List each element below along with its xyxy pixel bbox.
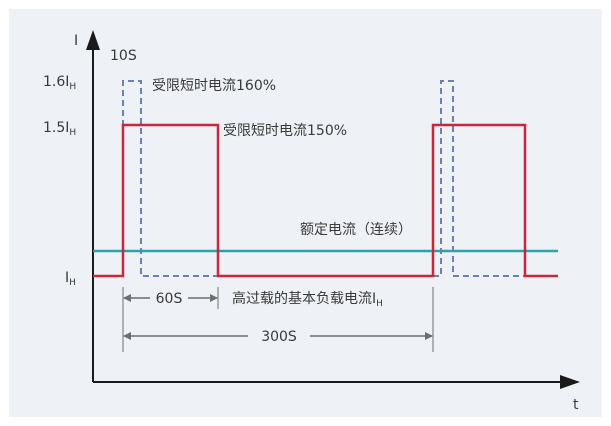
- x-axis-arrow: [560, 375, 580, 389]
- overload-150-waveform: [93, 123, 558, 278]
- base-load-text: 高过载的基本负载电流I: [232, 290, 376, 307]
- tick-label-1-6ih: 1.6IH: [43, 74, 76, 92]
- label-limited-150: 受限短时电流150%: [223, 123, 347, 139]
- y-axis-arrow: [86, 30, 100, 50]
- label-60s: 60S: [156, 291, 183, 307]
- label-300s: 300S: [261, 329, 297, 345]
- label-base-load: 高过载的基本负载电流IH: [232, 290, 383, 309]
- base-load-sub: H: [376, 299, 383, 309]
- tick-ih-coef: I: [65, 270, 69, 286]
- tick-1-5ih-coef: 1.5I: [43, 120, 69, 136]
- label-10s: 10S: [110, 48, 137, 64]
- tick-1-5ih-sub: H: [69, 128, 76, 138]
- tick-1-6ih-coef: 1.6I: [43, 74, 69, 90]
- background-panel: [9, 9, 602, 417]
- label-rated-current: 额定电流（连续）: [300, 221, 412, 238]
- tick-label-ih: IH: [65, 270, 76, 288]
- overload-160-waveform: [122, 80, 525, 277]
- label-limited-160: 受限短时电流160%: [152, 78, 276, 94]
- tick-label-1-5ih: 1.5IH: [43, 120, 76, 138]
- y-axis-label: I: [74, 33, 78, 49]
- x-axis-label: t: [573, 397, 579, 413]
- tick-1-6ih-sub: H: [69, 82, 76, 92]
- tick-ih-sub: H: [69, 278, 76, 288]
